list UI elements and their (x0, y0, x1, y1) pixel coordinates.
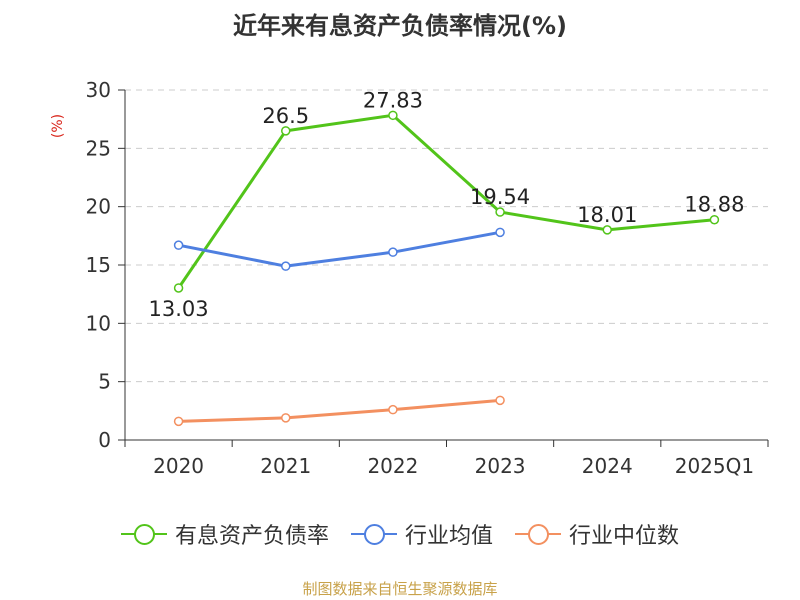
y-tick-label: 30 (86, 78, 111, 102)
data-point (495, 227, 505, 238)
legend-marker-icon (120, 522, 167, 546)
data-label: 27.83 (363, 88, 423, 112)
legend-item[interactable]: 行业均值 (350, 518, 493, 550)
data-point (173, 283, 184, 293)
data-point (388, 404, 398, 415)
x-tick-label: 2020 (153, 454, 204, 478)
data-label: 18.88 (684, 193, 744, 217)
data-point (173, 416, 184, 427)
y-tick-label: 0 (98, 428, 111, 452)
x-tick-label: 2022 (367, 454, 418, 478)
data-point (495, 207, 505, 217)
data-point (495, 395, 505, 406)
legend-marker-icon (515, 522, 561, 546)
series-line-2 (178, 230, 501, 268)
legend-item[interactable]: 有息资产负债率 (120, 518, 329, 550)
data-point (281, 261, 291, 271)
x-tick-label: 2024 (582, 454, 633, 478)
y-tick-label: 5 (98, 370, 111, 394)
y-tick-label: 20 (86, 195, 111, 219)
y-tick-label: 25 (86, 136, 111, 160)
y-tick-label: 15 (86, 253, 111, 277)
y-unit-label: (%) (50, 114, 66, 138)
x-tick-label: 2025Q1 (675, 454, 754, 478)
legend-marker-icon (350, 522, 397, 546)
y-tick-label: 10 (86, 311, 111, 335)
legend-label: 行业中位数 (569, 524, 680, 549)
data-point (602, 225, 612, 235)
legend-label: 有息资产负债率 (174, 524, 329, 549)
data-point (709, 214, 720, 225)
legend-label: 行业均值 (404, 524, 493, 549)
data-label: 13.03 (149, 297, 209, 321)
x-tick-label: 2021 (260, 454, 311, 478)
x-tick-label: 2023 (475, 454, 526, 478)
series-line-1 (177, 113, 715, 289)
data-point (388, 247, 398, 257)
legend: 有息资产负债率 行业均值 行业中位数 (0, 518, 800, 550)
chart-title: 近年来有息资产负债率情况(%) (233, 12, 567, 40)
data-point (281, 126, 291, 136)
data-label: 19.54 (470, 185, 530, 209)
source-note: 制图数据来自恒生聚源数据库 (302, 580, 498, 598)
data-point (173, 240, 184, 250)
data-label: 26.5 (262, 104, 309, 128)
data-point (281, 413, 291, 423)
data-point (388, 110, 398, 121)
legend-item[interactable]: 行业中位数 (515, 518, 679, 550)
series-line-3 (178, 398, 501, 423)
data-label: 18.01 (577, 203, 637, 227)
